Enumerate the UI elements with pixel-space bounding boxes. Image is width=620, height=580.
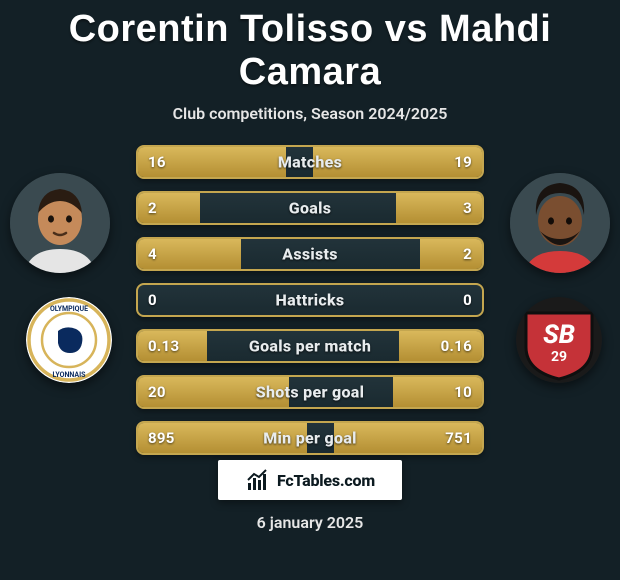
stat-label: Hattricks: [276, 291, 345, 310]
stat-value-right: 10: [454, 383, 472, 401]
stat-row: 4 Assists 2: [136, 237, 484, 271]
stat-value-left: 4: [148, 245, 157, 263]
svg-text:29: 29: [551, 349, 567, 365]
club2-badge-svg: SB 29: [516, 297, 602, 383]
source-logo-icon: [245, 467, 271, 493]
stat-value-right: 2: [463, 245, 472, 263]
stat-row: 2 Goals 3: [136, 191, 484, 225]
stat-label: Shots per goal: [256, 383, 364, 402]
svg-text:SB: SB: [543, 320, 575, 350]
stat-value-right: 0.16: [441, 337, 472, 355]
stat-value-left: 895: [148, 429, 175, 447]
stat-value-left: 0: [148, 291, 157, 309]
comparison-subtitle: Club competitions, Season 2024/2025: [0, 104, 620, 123]
player2-avatar-svg: [510, 173, 610, 273]
stat-value-left: 20: [148, 383, 166, 401]
stat-value-left: 16: [148, 153, 166, 171]
player1-avatar: [10, 173, 110, 273]
stat-value-right: 19: [454, 153, 472, 171]
stat-value-left: 0.13: [148, 337, 179, 355]
stat-row: 0.13 Goals per match 0.16: [136, 329, 484, 363]
svg-text:LYONNAIS: LYONNAIS: [53, 371, 87, 379]
stat-row: 895 Min per goal 751: [136, 421, 484, 455]
svg-text:OLYMPIQUE: OLYMPIQUE: [50, 305, 88, 313]
stat-label: Goals: [289, 199, 331, 218]
comparison-title: Corentin Tolisso vs Mahdi Camara: [0, 0, 620, 94]
stat-label: Goals per match: [249, 337, 371, 356]
stat-value-right: 0: [463, 291, 472, 309]
snapshot-date: 6 january 2025: [257, 513, 364, 532]
stat-row: 0 Hattricks 0: [136, 283, 484, 317]
stat-value-left: 2: [148, 199, 157, 217]
stat-label: Min per goal: [263, 429, 357, 448]
club1-badge: OLYMPIQUE LYONNAIS: [26, 297, 112, 383]
player1-avatar-svg: [10, 173, 110, 273]
stat-row: 16 Matches 19: [136, 145, 484, 179]
stat-rows: 16 Matches 19 2 Goals 3 4 Assists 2 0 Ha…: [136, 145, 484, 467]
comparison-stage: OLYMPIQUE LYONNAIS SB 29 16 Matches 19 2…: [0, 145, 620, 495]
stat-label: Assists: [282, 245, 338, 264]
club2-badge: SB 29: [516, 297, 602, 383]
source-logo-text: FcTables.com: [277, 471, 375, 490]
stat-fill-right: [420, 239, 482, 269]
stat-value-right: 751: [445, 429, 472, 447]
stat-value-right: 3: [463, 199, 472, 217]
stat-label: Matches: [278, 153, 342, 172]
player2-avatar: [510, 173, 610, 273]
stat-row: 20 Shots per goal 10: [136, 375, 484, 409]
club1-badge-svg: OLYMPIQUE LYONNAIS: [26, 297, 112, 383]
source-logo: FcTables.com: [218, 460, 402, 500]
